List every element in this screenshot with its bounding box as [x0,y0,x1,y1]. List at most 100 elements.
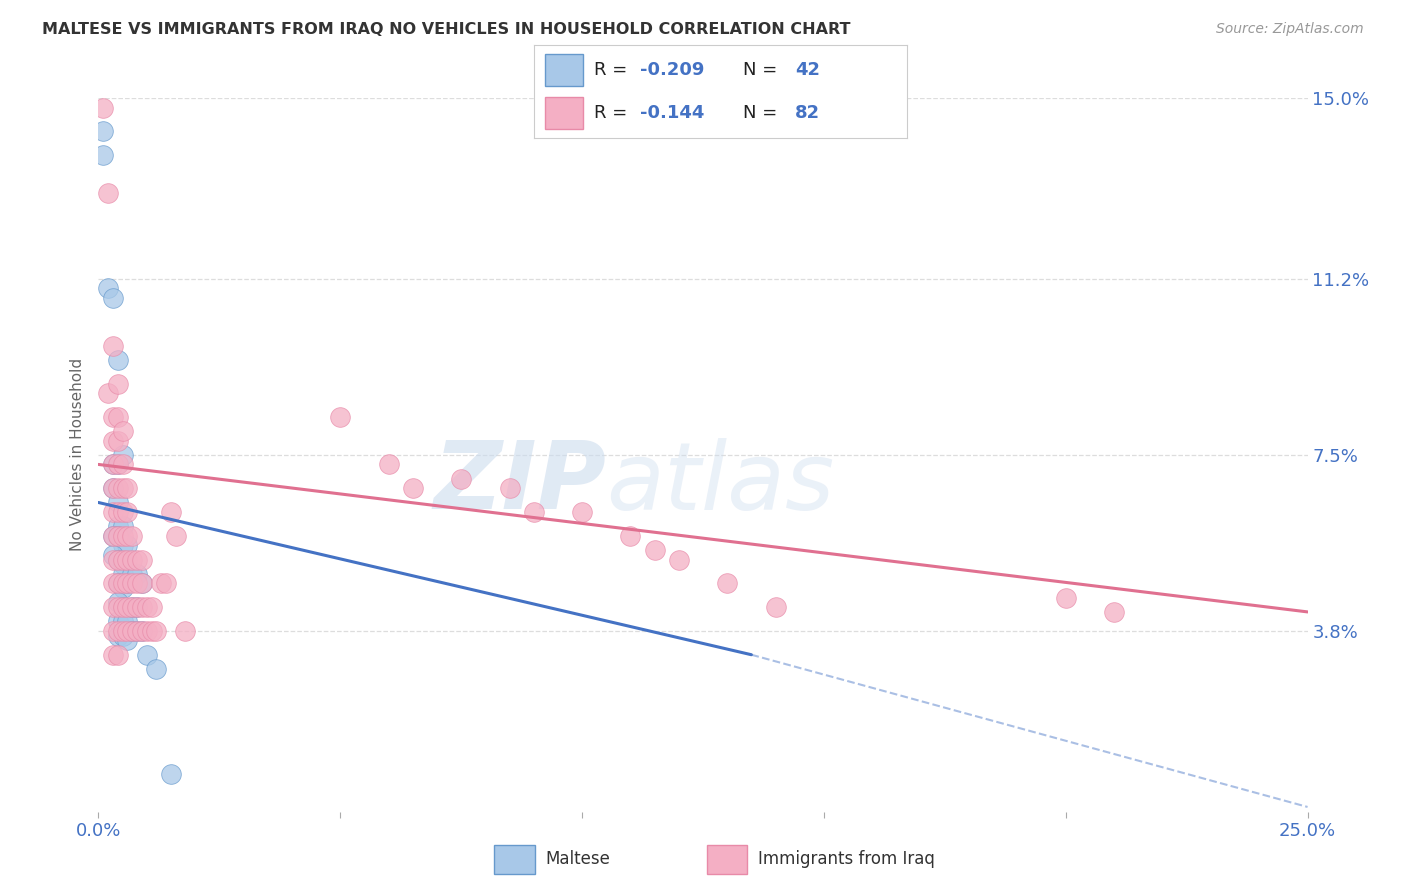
Point [111,481,134,495]
Text: -0.144: -0.144 [641,104,704,122]
Point [150,576,173,591]
Text: Maltese: Maltese [546,849,610,868]
Point [97,386,120,401]
Point [127,624,149,638]
Point [101,481,124,495]
Point [668,552,690,566]
Point [101,434,124,448]
Point [135,624,157,638]
Point [121,600,143,615]
Point [155,576,177,591]
Point [107,458,129,472]
Point [101,291,124,305]
Point [117,481,139,495]
Point [121,576,143,591]
Point [111,615,134,629]
Point [111,558,134,572]
Point [111,505,134,519]
Text: -0.209: -0.209 [641,61,704,78]
Point [97,281,120,295]
Point [111,458,134,472]
Point [101,458,124,472]
Point [160,766,183,780]
Point [101,624,124,638]
Point [111,529,134,543]
Point [111,566,134,581]
Point [135,600,157,615]
Point [107,352,129,367]
FancyBboxPatch shape [707,845,748,874]
Point [644,543,666,558]
Point [107,595,129,609]
Point [107,576,129,591]
Point [101,529,124,543]
Point [377,458,399,472]
Point [91,148,114,162]
Text: Immigrants from Iraq: Immigrants from Iraq [758,849,935,868]
Point [111,519,134,533]
Point [131,576,153,591]
Point [111,581,134,595]
Point [111,576,134,591]
Point [91,124,114,138]
Point [107,629,129,643]
Point [91,101,114,115]
Point [101,576,124,591]
Point [127,600,149,615]
Point [160,505,183,519]
Point [101,529,124,543]
Point [107,529,129,543]
Point [111,448,134,462]
Point [121,566,143,581]
Point [402,481,425,495]
Point [111,600,134,615]
Text: MALTESE VS IMMIGRANTS FROM IRAQ NO VEHICLES IN HOUSEHOLD CORRELATION CHART: MALTESE VS IMMIGRANTS FROM IRAQ NO VEHIC… [42,22,851,37]
Point [141,600,163,615]
Point [101,481,124,495]
Point [117,552,139,566]
Point [107,615,129,629]
Point [101,409,124,424]
Point [107,409,129,424]
Text: 42: 42 [796,61,820,78]
Point [127,576,149,591]
Point [111,538,134,552]
Point [131,624,153,638]
Point [135,648,157,662]
Point [117,576,139,591]
Point [111,629,134,643]
Point [131,552,153,566]
Point [571,505,593,519]
Point [117,633,139,648]
Point [107,552,129,566]
Point [127,552,149,566]
Point [619,529,641,543]
Point [101,338,124,352]
Point [101,505,124,519]
FancyBboxPatch shape [546,97,582,129]
Point [127,624,149,638]
Point [117,538,139,552]
Point [329,409,352,424]
Point [121,552,143,566]
Text: R =: R = [593,104,633,122]
Point [131,600,153,615]
Point [101,458,124,472]
Point [107,529,129,543]
Point [141,624,163,638]
Point [101,648,124,662]
FancyBboxPatch shape [495,845,534,874]
Point [111,600,134,615]
Point [127,600,149,615]
Point [498,481,520,495]
Point [145,624,167,638]
Text: R =: R = [593,61,633,78]
Point [174,624,197,638]
Point [121,529,143,543]
Point [117,600,139,615]
Text: ZIP: ZIP [433,437,606,530]
Text: Source: ZipAtlas.com: Source: ZipAtlas.com [1216,22,1364,37]
Point [107,519,129,533]
Point [97,186,120,201]
Point [117,576,139,591]
